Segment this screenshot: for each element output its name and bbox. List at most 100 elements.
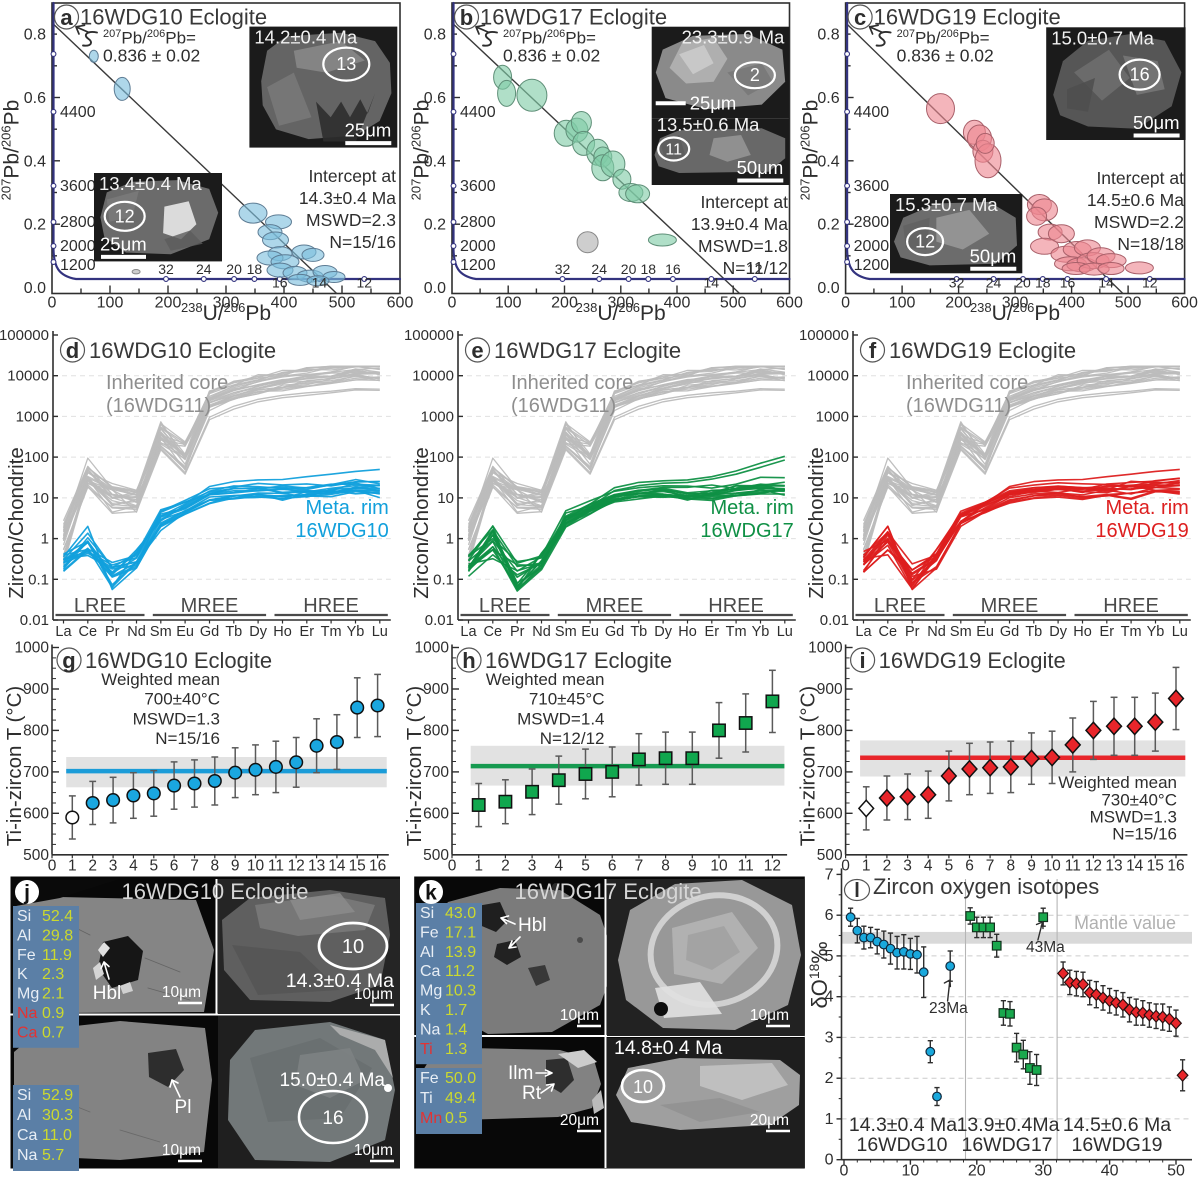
svg-text:20μm: 20μm bbox=[560, 1112, 599, 1129]
svg-text:0.4: 0.4 bbox=[817, 153, 839, 170]
svg-text:20: 20 bbox=[621, 261, 637, 277]
svg-text:1000: 1000 bbox=[816, 408, 849, 425]
svg-text:15: 15 bbox=[349, 857, 366, 874]
svg-text:16WDG19: 16WDG19 bbox=[1095, 520, 1188, 542]
svg-text:16: 16 bbox=[665, 261, 681, 277]
svg-text:16WDG19 Eclogite: 16WDG19 Eclogite bbox=[879, 648, 1066, 673]
svg-text:14.2±0.4 Ma: 14.2±0.4 Ma bbox=[254, 27, 357, 48]
svg-text:Meta. rim: Meta. rim bbox=[710, 497, 793, 519]
svg-text:0: 0 bbox=[448, 857, 457, 874]
svg-text:1000: 1000 bbox=[415, 640, 450, 657]
svg-text:5: 5 bbox=[945, 857, 954, 874]
svg-text:HREE: HREE bbox=[708, 595, 764, 617]
svg-text:4400: 4400 bbox=[460, 104, 496, 121]
svg-text:Sm: Sm bbox=[150, 624, 172, 640]
svg-text:16WDG17 Eclogite: 16WDG17 Eclogite bbox=[480, 5, 667, 30]
svg-text:14.8±0.4 Ma: 14.8±0.4 Ma bbox=[614, 1037, 722, 1059]
svg-text:10μm: 10μm bbox=[354, 1142, 393, 1159]
svg-text:900: 900 bbox=[423, 681, 449, 698]
svg-text:10000: 10000 bbox=[807, 368, 849, 385]
svg-text:3: 3 bbox=[109, 857, 118, 874]
svg-text:15: 15 bbox=[1147, 857, 1164, 874]
svg-text:Zircon oxygen isotopes: Zircon oxygen isotopes bbox=[873, 874, 1099, 899]
svg-text:300: 300 bbox=[213, 295, 240, 312]
svg-text:0: 0 bbox=[48, 295, 57, 312]
svg-text:14: 14 bbox=[1126, 857, 1144, 874]
svg-text:0.9: 0.9 bbox=[42, 1005, 64, 1022]
svg-text:100: 100 bbox=[495, 295, 522, 312]
svg-text:1000: 1000 bbox=[15, 640, 50, 657]
svg-text:10μm: 10μm bbox=[560, 1007, 599, 1024]
svg-text:50μm: 50μm bbox=[737, 157, 784, 178]
svg-text:Sm: Sm bbox=[950, 624, 972, 640]
svg-text:9: 9 bbox=[1027, 857, 1036, 874]
svg-text:11: 11 bbox=[268, 857, 284, 874]
svg-text:400: 400 bbox=[1058, 295, 1085, 312]
svg-text:16WDG10 Eclogite: 16WDG10 Eclogite bbox=[80, 5, 267, 30]
svg-text:Ce: Ce bbox=[879, 624, 898, 640]
svg-text:Intercept at: Intercept at bbox=[700, 192, 788, 212]
svg-text:11.9: 11.9 bbox=[42, 947, 72, 964]
svg-text:Intercept at: Intercept at bbox=[308, 166, 396, 186]
svg-text:Tm: Tm bbox=[1121, 624, 1142, 640]
svg-text:0.836 ± 0.02: 0.836 ± 0.02 bbox=[103, 46, 200, 66]
svg-text:f: f bbox=[869, 338, 877, 363]
svg-text:7: 7 bbox=[635, 857, 644, 874]
svg-text:500: 500 bbox=[329, 295, 356, 312]
svg-text:8: 8 bbox=[1006, 857, 1015, 874]
svg-text:Nd: Nd bbox=[532, 624, 551, 640]
svg-text:Lu: Lu bbox=[777, 624, 793, 640]
svg-text:Hbl: Hbl bbox=[93, 983, 122, 1004]
svg-text:18: 18 bbox=[247, 261, 263, 277]
svg-text:3: 3 bbox=[825, 1029, 834, 1046]
svg-text:Weighted mean: Weighted mean bbox=[1058, 773, 1177, 792]
svg-text:Fe: Fe bbox=[17, 947, 36, 964]
svg-text:Gd: Gd bbox=[200, 624, 219, 640]
svg-text:50μm: 50μm bbox=[1133, 112, 1180, 133]
svg-text:Ho: Ho bbox=[273, 624, 292, 640]
svg-text:15.0±0.4 Ma: 15.0±0.4 Ma bbox=[280, 1070, 386, 1091]
svg-text:600: 600 bbox=[423, 805, 449, 822]
svg-text:10: 10 bbox=[832, 490, 849, 507]
svg-text:50: 50 bbox=[1167, 1163, 1185, 1177]
svg-text:32: 32 bbox=[158, 261, 174, 277]
svg-text:Gd: Gd bbox=[605, 624, 624, 640]
svg-text:16WDG17 Eclogite: 16WDG17 Eclogite bbox=[514, 879, 701, 904]
svg-text:Pr: Pr bbox=[510, 624, 525, 640]
svg-text:14.3±0.4 Ma: 14.3±0.4 Ma bbox=[299, 188, 396, 208]
svg-text:Fe: Fe bbox=[420, 924, 439, 941]
svg-text:12: 12 bbox=[357, 275, 373, 291]
svg-text:Inherited core: Inherited core bbox=[906, 372, 1028, 394]
svg-text:0.8: 0.8 bbox=[817, 27, 839, 44]
svg-text:0.2: 0.2 bbox=[424, 217, 446, 234]
svg-text:200: 200 bbox=[945, 295, 972, 312]
svg-text:500: 500 bbox=[1115, 295, 1142, 312]
svg-text:52.9: 52.9 bbox=[42, 1087, 73, 1104]
svg-text:9: 9 bbox=[231, 857, 240, 874]
svg-text:MREE: MREE bbox=[181, 595, 239, 617]
svg-text:1200: 1200 bbox=[854, 257, 890, 274]
svg-text:12: 12 bbox=[288, 857, 305, 874]
svg-text:N=15/16: N=15/16 bbox=[1112, 825, 1177, 844]
svg-text:7: 7 bbox=[190, 857, 199, 874]
svg-text:800: 800 bbox=[817, 722, 843, 739]
svg-text:14.5±0.6 Ma: 14.5±0.6 Ma bbox=[1063, 1114, 1171, 1136]
svg-text:N=12/12: N=12/12 bbox=[540, 729, 605, 748]
svg-text:Weighted mean: Weighted mean bbox=[486, 670, 605, 689]
svg-text:10: 10 bbox=[1043, 857, 1061, 874]
svg-text:16: 16 bbox=[369, 857, 386, 874]
svg-text:Ce: Ce bbox=[484, 624, 503, 640]
svg-text:Zircon/Chondrite: Zircon/Chondrite bbox=[410, 447, 433, 599]
svg-text:0: 0 bbox=[448, 295, 457, 312]
svg-text:Er: Er bbox=[705, 624, 720, 640]
svg-text:2000: 2000 bbox=[60, 238, 96, 255]
svg-text:0.6: 0.6 bbox=[817, 90, 839, 107]
svg-text:700: 700 bbox=[817, 764, 843, 781]
svg-text:Inherited core: Inherited core bbox=[511, 372, 633, 394]
svg-text:b: b bbox=[460, 5, 473, 30]
svg-text:Rt: Rt bbox=[522, 1083, 542, 1104]
svg-text:700: 700 bbox=[423, 764, 449, 781]
svg-text:Si: Si bbox=[420, 905, 434, 922]
svg-text:16WDG10 Eclogite: 16WDG10 Eclogite bbox=[121, 879, 308, 904]
svg-text:16WDG17: 16WDG17 bbox=[961, 1134, 1052, 1156]
